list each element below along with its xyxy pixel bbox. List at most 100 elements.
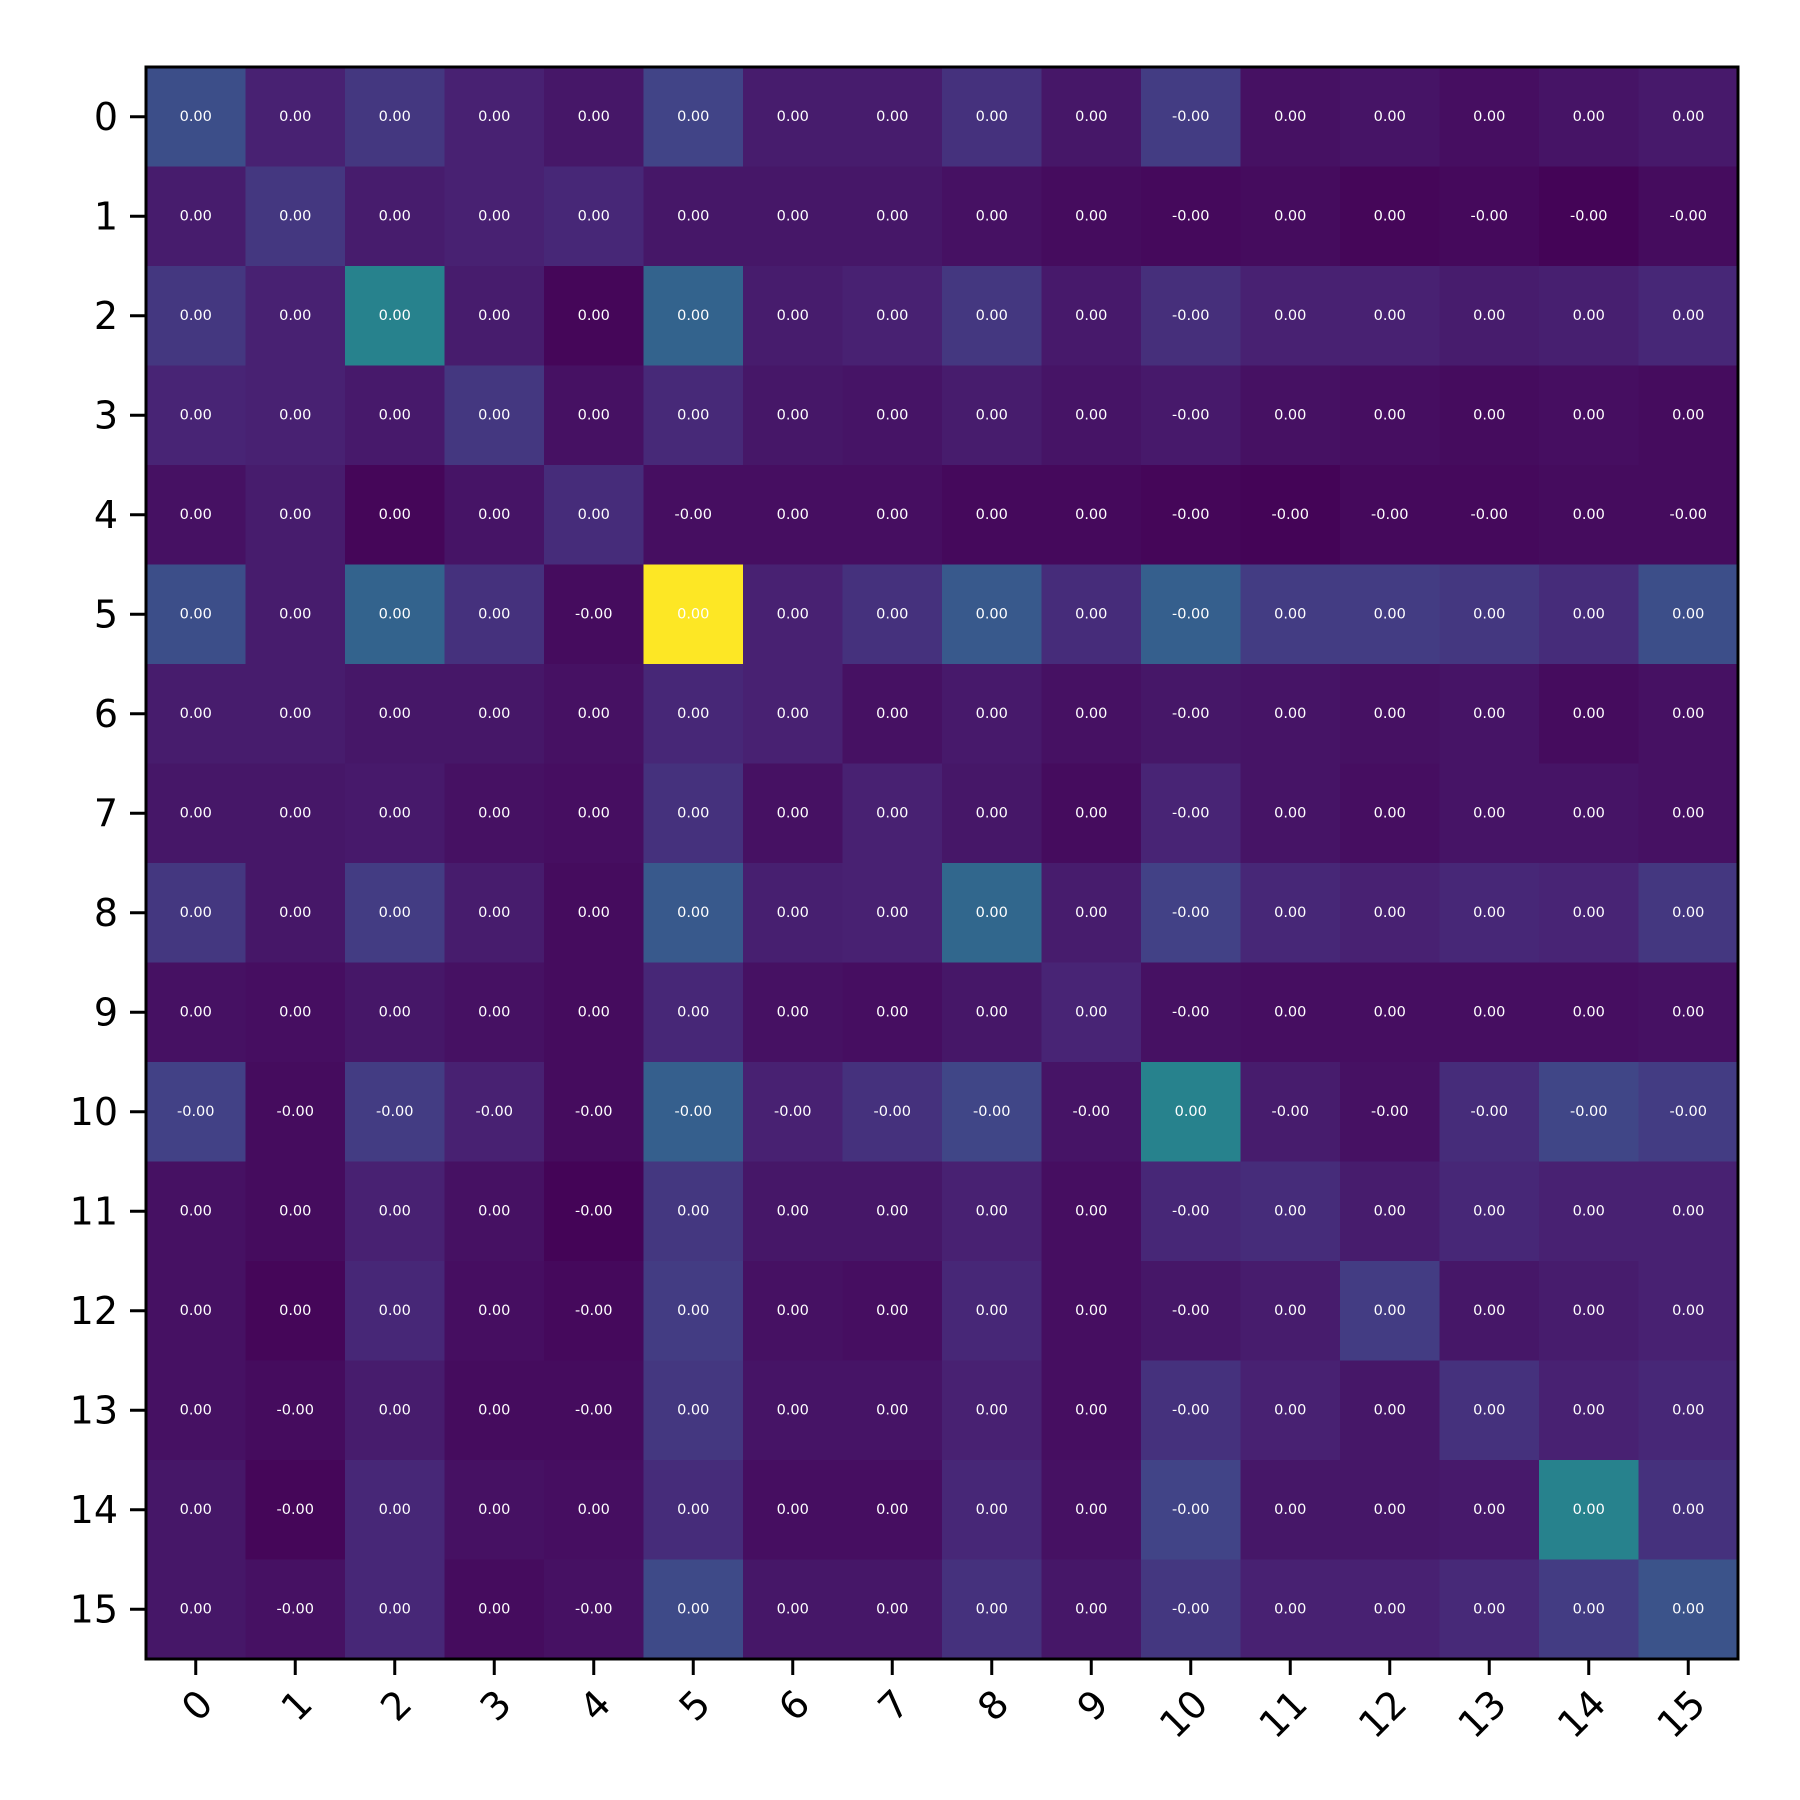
cell-value-label: 0.00 xyxy=(777,507,809,523)
cell-value-label: 0.00 xyxy=(379,407,411,423)
cell-value-label: 0.00 xyxy=(279,1303,311,1319)
heatmap-cell xyxy=(842,863,943,963)
cell-value-label: 0.00 xyxy=(1274,208,1306,224)
cell-value-label: 0.00 xyxy=(777,1402,809,1418)
heatmap-cell xyxy=(643,1460,744,1560)
cell-value-label: -0.00 xyxy=(1172,407,1210,423)
heatmap-cell xyxy=(1240,465,1341,565)
heatmap-cell xyxy=(1041,564,1142,665)
cell-value-label: -0.00 xyxy=(1172,308,1210,324)
heatmap-cell xyxy=(146,1161,246,1262)
cell-value-label: 0.00 xyxy=(1075,208,1107,224)
heatmap-cell xyxy=(345,564,445,665)
heatmap-cell xyxy=(1439,67,1540,167)
cell-value-label: 0.00 xyxy=(1374,1303,1406,1319)
heatmap-cell xyxy=(1240,1360,1341,1461)
cell-value-label: 0.00 xyxy=(1374,905,1406,921)
cell-value-label: 0.00 xyxy=(578,407,610,423)
heatmap-cell xyxy=(942,664,1042,764)
heatmap-cell xyxy=(345,1062,445,1162)
heatmap-cell xyxy=(544,1161,644,1262)
heatmap-cell xyxy=(1439,1460,1540,1560)
heatmap-cell xyxy=(643,1161,744,1262)
heatmap-cell xyxy=(743,166,843,267)
heatmap-cell xyxy=(444,1261,545,1361)
cell-value-label: 0.00 xyxy=(876,905,908,921)
heatmap-cell xyxy=(146,1460,246,1560)
cell-value-label: 0.00 xyxy=(180,1601,212,1617)
heatmap-cell xyxy=(146,863,246,963)
cell-value-label: 0.00 xyxy=(976,407,1008,423)
heatmap-cell xyxy=(444,763,545,864)
x-tick-label: 12 xyxy=(1350,1681,1415,1746)
cell-value-label: 0.00 xyxy=(976,1303,1008,1319)
cell-value-label: -0.00 xyxy=(1570,208,1608,224)
heatmap-cell xyxy=(1638,1161,1739,1262)
plot-frame xyxy=(144,65,1740,1661)
cell-value-label: 0.00 xyxy=(1473,606,1505,622)
heatmap-cell xyxy=(1240,1062,1341,1162)
heatmap-cell xyxy=(1340,763,1440,864)
heatmap-cell xyxy=(1539,664,1639,764)
heatmap-cell xyxy=(942,465,1042,565)
cell-value-label: 0.00 xyxy=(578,507,610,523)
cell-value-label: -0.00 xyxy=(276,1402,314,1418)
heatmap-cell xyxy=(1240,67,1341,167)
cell-value-label: -0.00 xyxy=(1172,1502,1210,1518)
heatmap-cell xyxy=(146,1261,246,1361)
cell-value-label: 0.00 xyxy=(1374,109,1406,125)
heatmap-cell xyxy=(245,465,346,565)
heatmap-cell xyxy=(942,1261,1042,1361)
cell-value-label: 0.00 xyxy=(279,1203,311,1219)
cell-value-label: -0.00 xyxy=(973,1104,1011,1120)
cell-value-label: 0.00 xyxy=(876,308,908,324)
heatmap-cell xyxy=(1141,1460,1241,1560)
cell-value-label: 0.00 xyxy=(976,905,1008,921)
cell-value-label: 0.00 xyxy=(180,208,212,224)
cell-value-label: 0.00 xyxy=(578,905,610,921)
cell-value-label: 0.00 xyxy=(478,109,510,125)
heatmap-cell xyxy=(1240,763,1341,864)
heatmap-cell xyxy=(245,1062,346,1162)
cell-value-label: 0.00 xyxy=(1672,606,1704,622)
heatmap-cell xyxy=(345,266,445,366)
cell-value-label: 0.00 xyxy=(1374,407,1406,423)
cell-value-label: 0.00 xyxy=(777,706,809,722)
heatmap-cell xyxy=(1539,1062,1639,1162)
cell-value-label: 0.00 xyxy=(677,905,709,921)
heatmap-cell xyxy=(1638,365,1739,466)
x-tick-label: 3 xyxy=(472,1681,520,1729)
cell-value-label: 0.00 xyxy=(1374,805,1406,821)
cell-value-label: 0.00 xyxy=(279,606,311,622)
heatmap-cell xyxy=(842,1261,943,1361)
y-tick-label: 2 xyxy=(94,294,118,338)
cell-value-label: 0.00 xyxy=(1672,1303,1704,1319)
heatmap-cell xyxy=(1240,564,1341,665)
heatmap-cell xyxy=(1141,166,1241,267)
heatmap-cell xyxy=(1539,1261,1639,1361)
cell-value-label: 0.00 xyxy=(677,109,709,125)
heatmap-cell xyxy=(345,1161,445,1262)
heatmap-cell xyxy=(345,67,445,167)
cell-value-label: 0.00 xyxy=(876,109,908,125)
cell-value-label: 0.00 xyxy=(777,905,809,921)
heatmap-cell xyxy=(146,266,246,366)
cell-value-label: 0.00 xyxy=(677,407,709,423)
y-tick-label: 12 xyxy=(70,1289,118,1333)
cell-value-label: 0.00 xyxy=(1672,905,1704,921)
cell-value-label: 0.00 xyxy=(777,1601,809,1617)
heatmap-cell xyxy=(1638,465,1739,565)
heatmap-cell xyxy=(1340,365,1440,466)
heatmap-cell xyxy=(245,67,346,167)
cell-value-label: 0.00 xyxy=(1573,706,1605,722)
heatmap-cell xyxy=(1638,266,1739,366)
cell-value-label: -0.00 xyxy=(1172,1601,1210,1617)
cell-value-label: 0.00 xyxy=(677,706,709,722)
cell-value-label: 0.00 xyxy=(1473,308,1505,324)
cell-value-label: 0.00 xyxy=(677,208,709,224)
heatmap-cell xyxy=(345,863,445,963)
cell-value-label: 0.00 xyxy=(777,606,809,622)
heatmap-cell xyxy=(544,1062,644,1162)
cell-value-label: 0.00 xyxy=(279,805,311,821)
